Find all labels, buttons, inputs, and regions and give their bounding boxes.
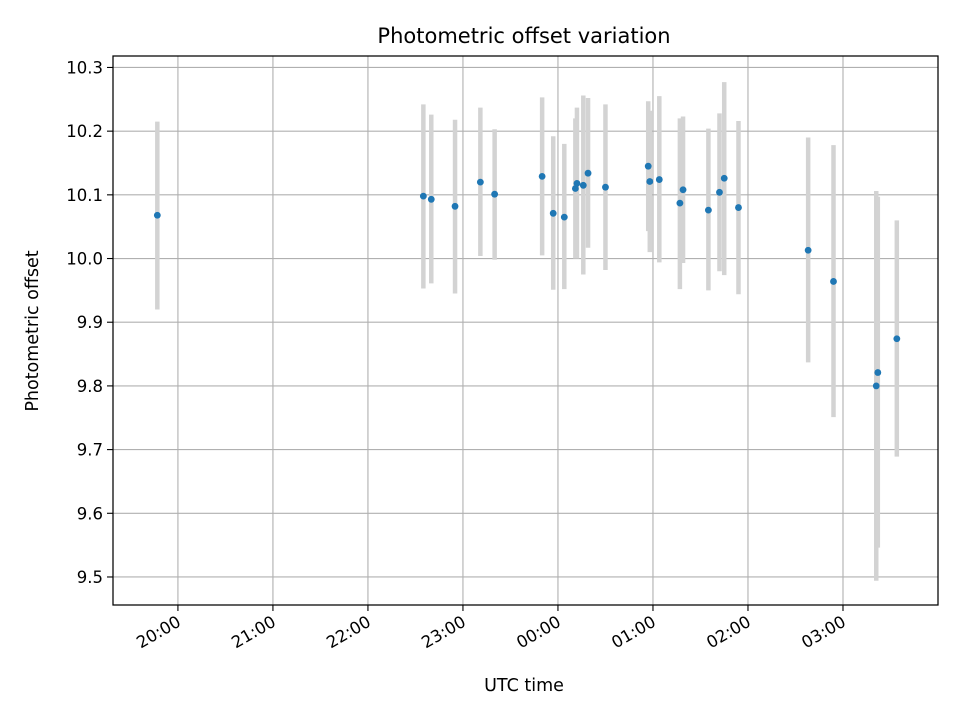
data-point xyxy=(874,369,882,376)
x-tick-label: 23:00 xyxy=(418,612,469,652)
data-point xyxy=(476,178,484,186)
data-point xyxy=(419,192,427,200)
data-point xyxy=(720,174,728,182)
data-point xyxy=(584,169,592,177)
data-points xyxy=(153,162,901,390)
data-point xyxy=(872,382,880,390)
data-point xyxy=(153,211,161,219)
x-tick-label: 01:00 xyxy=(608,612,659,652)
x-tick-label: 02:00 xyxy=(703,612,754,652)
data-point xyxy=(646,178,654,185)
data-point xyxy=(704,206,712,214)
x-axis-title: UTC time xyxy=(484,676,564,696)
data-point xyxy=(427,195,435,203)
x-tick-label: 21:00 xyxy=(228,612,279,652)
data-point xyxy=(644,162,652,170)
data-point xyxy=(804,246,812,254)
y-tick-label: 10.0 xyxy=(66,250,103,269)
x-tick-label: 00:00 xyxy=(513,612,564,652)
y-tick-label: 10.3 xyxy=(66,58,103,77)
y-tick-label: 10.2 xyxy=(66,122,103,141)
x-tick-label: 22:00 xyxy=(323,612,374,652)
data-point xyxy=(679,186,687,194)
x-tick-label: 03:00 xyxy=(798,612,849,652)
error-bars xyxy=(155,82,900,581)
plot-area-frame xyxy=(112,55,939,606)
y-axis-title: Photometric offset xyxy=(23,250,43,411)
y-tick-label: 9.9 xyxy=(77,313,103,332)
axis-ticks: 9.5 9.6 9.7 9.8 9.9 10.0 10.1 10.2 10.3 20:00 21:0… xyxy=(66,58,849,652)
y-tick-label: 9.5 xyxy=(77,568,103,587)
y-tick-label: 9.8 xyxy=(77,377,103,396)
data-point xyxy=(735,204,742,211)
x-tick-label: 20:00 xyxy=(133,612,184,652)
grid xyxy=(113,56,938,605)
data-point xyxy=(549,209,557,217)
data-point xyxy=(602,183,609,191)
data-point xyxy=(830,278,837,285)
data-point xyxy=(676,199,684,207)
y-tick-label: 9.7 xyxy=(77,441,103,460)
data-point xyxy=(451,202,459,210)
chart-title: Photometric offset variation xyxy=(377,24,670,48)
data-point xyxy=(893,335,901,343)
data-point xyxy=(579,181,587,189)
y-tick-label: 9.6 xyxy=(77,504,103,523)
data-point xyxy=(491,190,499,198)
data-point xyxy=(716,188,723,196)
data-point xyxy=(655,176,663,183)
y-tick-label: 10.1 xyxy=(66,186,103,205)
data-point xyxy=(573,179,581,187)
data-point xyxy=(560,213,568,221)
data-point xyxy=(538,172,546,180)
